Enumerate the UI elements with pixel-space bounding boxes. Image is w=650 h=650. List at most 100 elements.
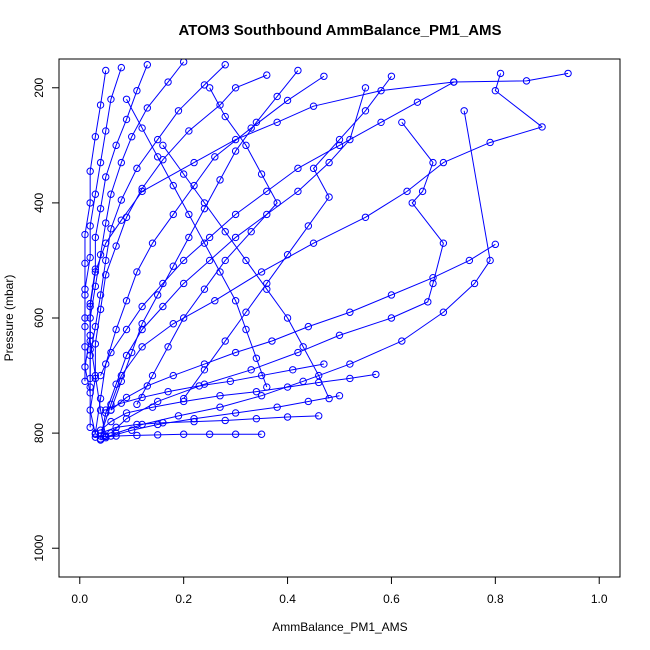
data-point	[263, 71, 271, 79]
series-line	[136, 87, 278, 405]
data-point	[387, 72, 396, 80]
y-axis: 200 400 600 800 1000	[32, 77, 59, 562]
plot-area	[81, 59, 572, 444]
data-point	[86, 389, 94, 397]
data-point	[81, 377, 89, 386]
series-14	[102, 360, 328, 414]
data-point	[273, 403, 281, 411]
data-point	[283, 250, 292, 259]
data-point	[361, 213, 370, 221]
series-6	[86, 71, 271, 438]
data-point	[96, 204, 105, 213]
data-point	[159, 419, 167, 427]
data-point	[346, 374, 354, 383]
series-20	[133, 84, 281, 409]
data-point	[81, 230, 89, 239]
x-tick-label: 0.8	[487, 592, 504, 606]
series-8	[86, 59, 188, 383]
data-point	[263, 383, 271, 391]
data-point	[159, 302, 167, 311]
data-point	[169, 320, 177, 328]
series-line	[162, 145, 330, 399]
data-point	[96, 250, 105, 259]
data-point	[128, 348, 136, 357]
data-point	[148, 403, 157, 411]
data-point	[491, 240, 500, 249]
data-point	[346, 360, 354, 368]
data-point	[294, 164, 302, 173]
data-point	[128, 426, 136, 434]
data-point	[387, 314, 396, 322]
data-point	[112, 242, 120, 250]
data-point	[205, 256, 214, 265]
data-point	[231, 409, 240, 417]
series-23	[122, 95, 271, 391]
series-line	[89, 74, 267, 435]
data-point	[252, 118, 261, 127]
data-point	[418, 187, 427, 196]
data-point	[538, 123, 546, 131]
series-line	[100, 415, 319, 434]
data-point	[496, 69, 505, 78]
data-point	[335, 135, 344, 144]
series-21	[179, 72, 396, 403]
data-point	[102, 173, 110, 181]
data-point	[377, 86, 385, 95]
data-point	[315, 412, 323, 420]
data-point	[429, 274, 437, 282]
data-point	[564, 69, 572, 78]
data-point	[413, 98, 422, 106]
data-point	[122, 115, 131, 124]
data-point	[221, 256, 229, 265]
data-point	[138, 320, 146, 328]
data-point	[491, 86, 500, 95]
data-point	[86, 331, 94, 339]
data-point	[273, 199, 281, 207]
data-point	[153, 397, 162, 406]
data-point	[216, 392, 224, 400]
data-point	[216, 101, 224, 109]
data-point	[486, 138, 494, 147]
data-point	[81, 322, 89, 331]
data-point	[96, 158, 105, 167]
data-point	[107, 95, 115, 103]
x-tick-label: 0.6	[383, 592, 400, 606]
data-point	[320, 72, 328, 80]
data-point	[231, 135, 240, 144]
data-point	[429, 158, 437, 167]
data-point	[522, 77, 531, 85]
data-point	[325, 394, 333, 403]
series-0	[86, 69, 572, 440]
data-point	[294, 187, 302, 196]
data-point	[96, 305, 105, 314]
data-point	[96, 429, 105, 437]
data-point	[169, 181, 177, 190]
data-point	[200, 239, 209, 247]
series-line	[100, 87, 366, 439]
data-point	[102, 256, 110, 265]
data-point	[112, 423, 120, 432]
data-point	[200, 360, 209, 368]
series-line	[105, 363, 325, 411]
data-point	[138, 325, 146, 334]
y-tick-label: 400	[32, 193, 46, 213]
x-tick-label: 0.0	[71, 592, 88, 606]
data-point	[112, 325, 120, 334]
data-point	[112, 141, 120, 150]
series-line	[84, 70, 107, 327]
data-point	[133, 431, 141, 440]
series-22	[159, 141, 333, 403]
data-point	[96, 371, 105, 380]
data-point	[133, 400, 141, 409]
data-point	[325, 158, 333, 167]
data-point	[179, 59, 188, 66]
data-point	[346, 135, 354, 144]
data-point	[185, 127, 193, 135]
series-line	[100, 395, 340, 441]
data-point	[122, 297, 131, 305]
data-point	[304, 222, 313, 230]
data-point	[117, 371, 126, 380]
data-point	[138, 343, 146, 351]
data-point	[122, 213, 131, 221]
data-point	[309, 239, 318, 247]
